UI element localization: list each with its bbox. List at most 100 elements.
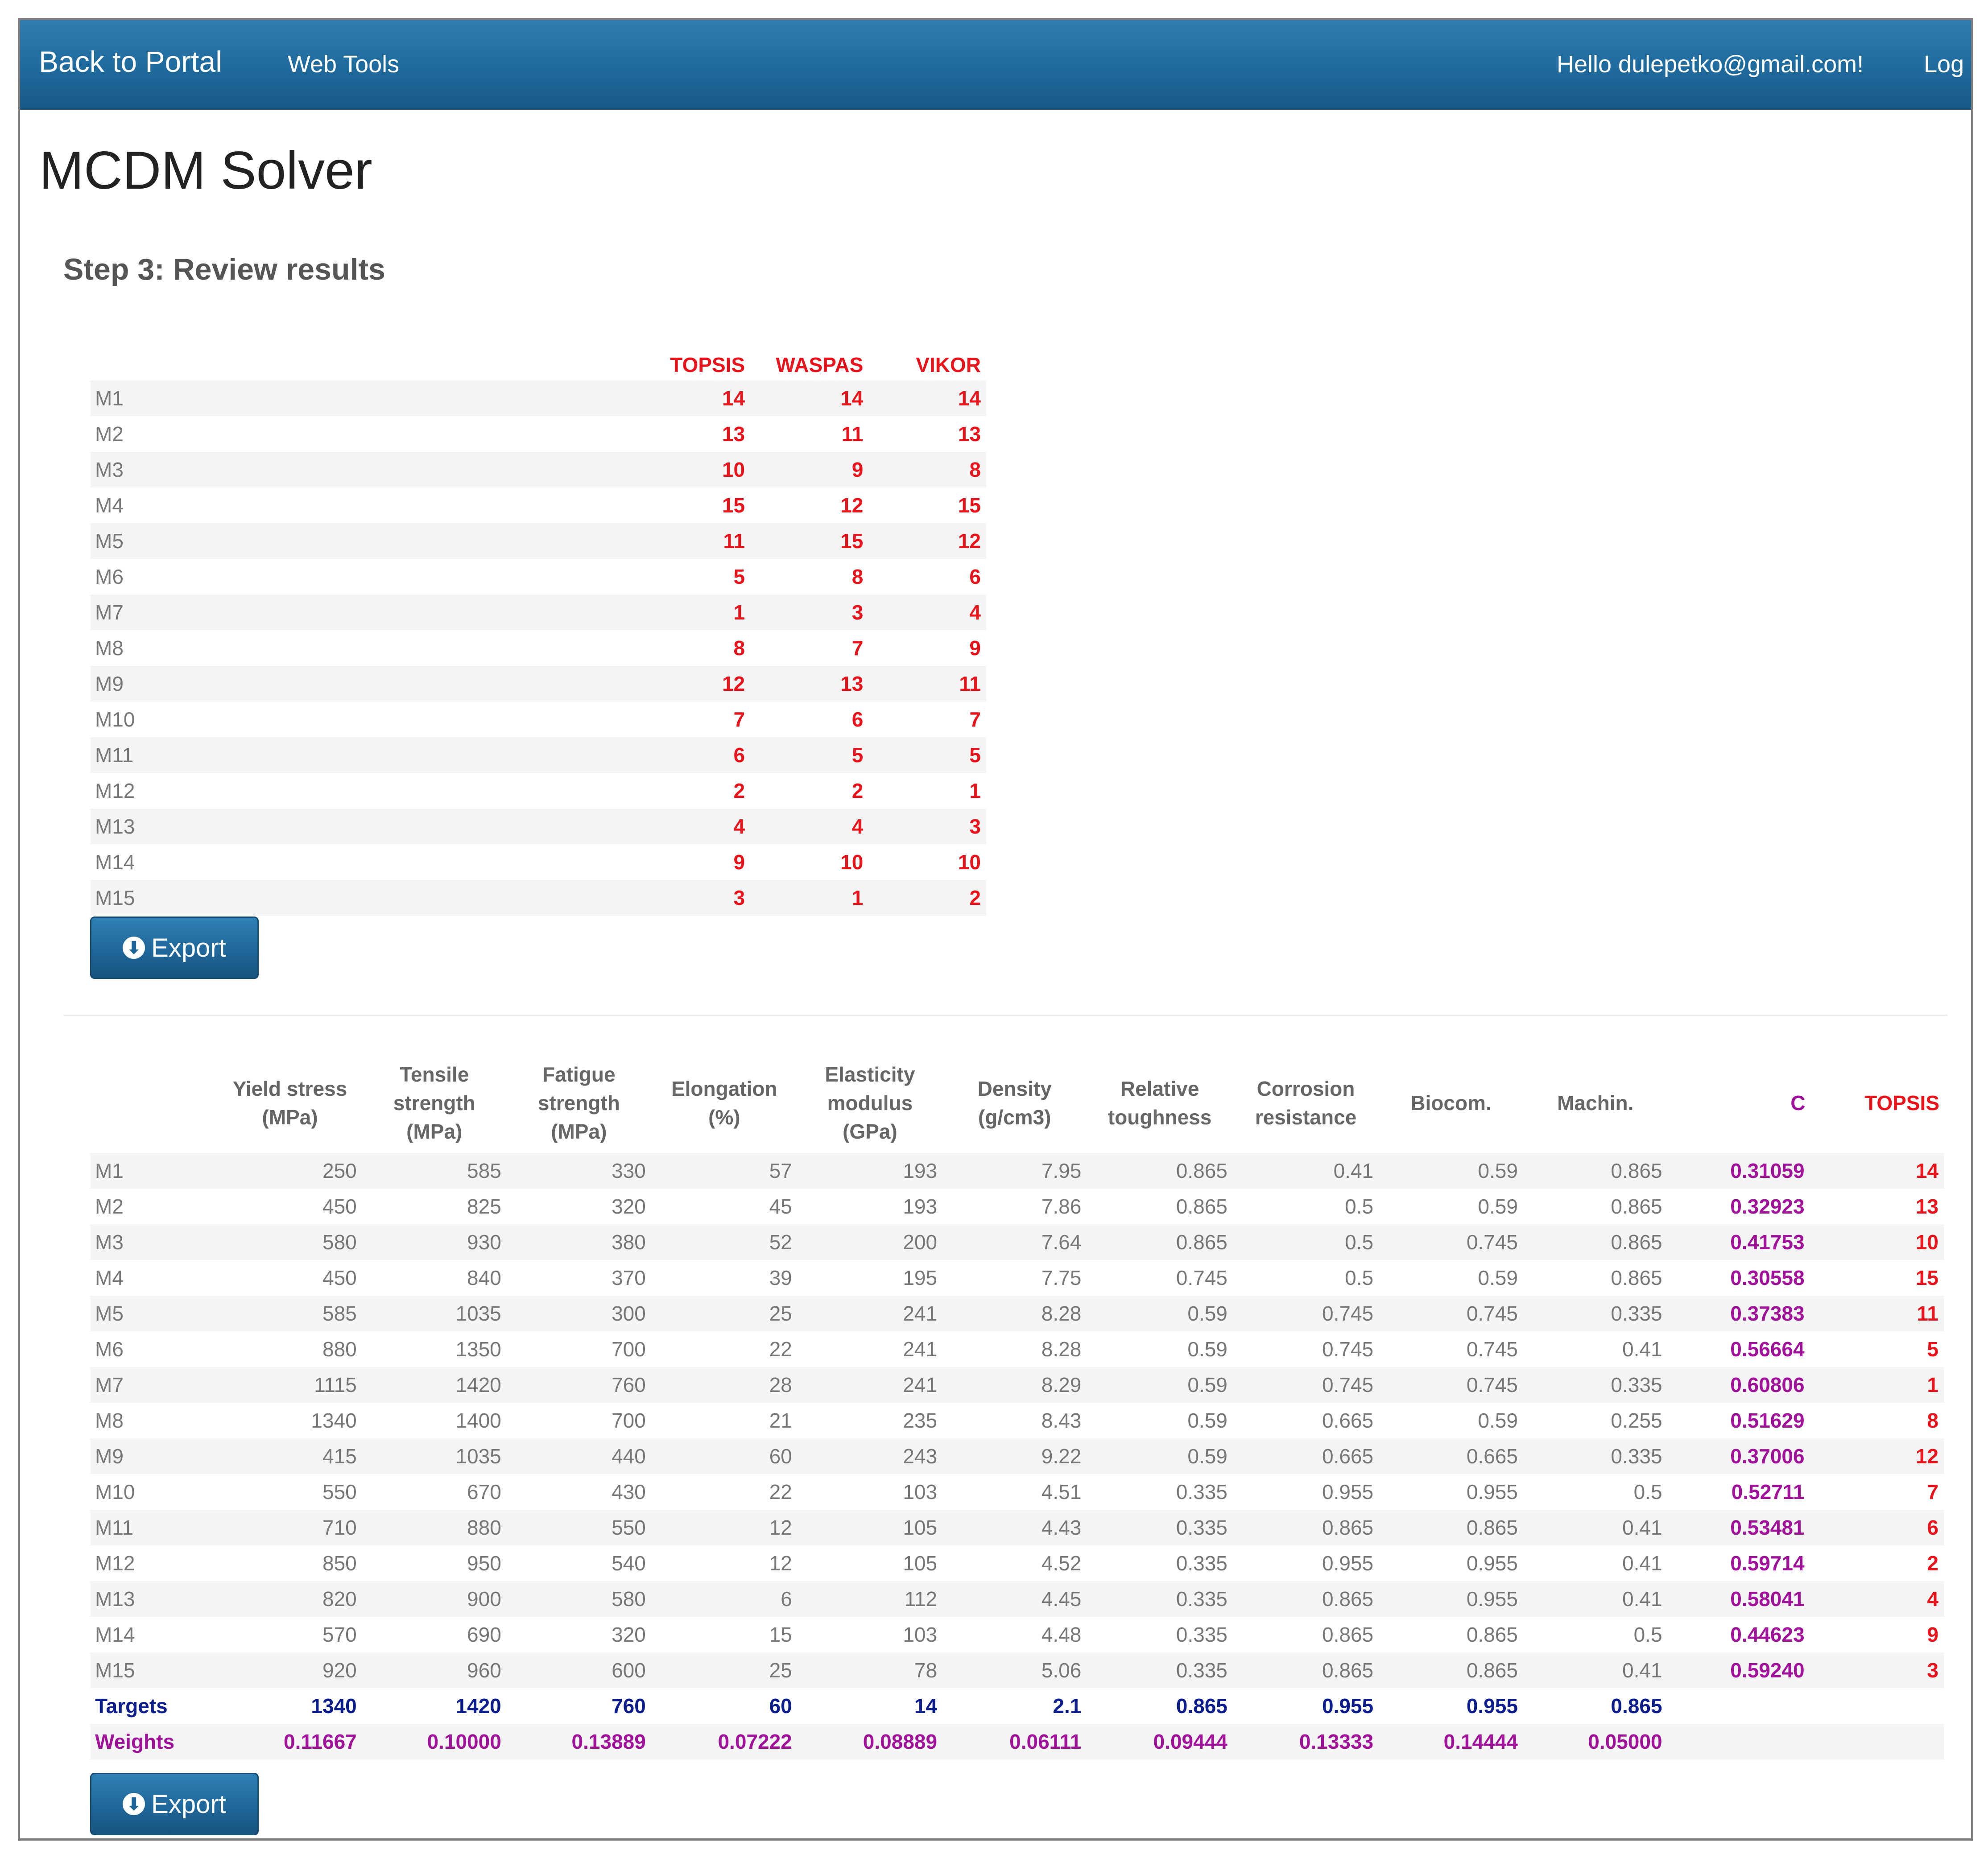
rank-material-label: M9 <box>95 672 124 695</box>
criteria-value-cell: 880 <box>467 1516 501 1539</box>
criteria-value-cell: 0.955 <box>1322 1552 1374 1575</box>
criteria-value-cell: 57 <box>769 1159 792 1182</box>
criteria-header-biocom: Biocom. <box>1379 1053 1523 1153</box>
criteria-value-cell: 241 <box>903 1338 938 1361</box>
criteria-value-cell: 8.29 <box>1041 1373 1082 1396</box>
criteria-value-cell: 0.41 <box>1622 1587 1662 1610</box>
export-ranks-button[interactable]: ⬇ Export <box>90 917 259 979</box>
criteria-value-cell: 0.955 <box>1466 1480 1518 1503</box>
criteria-value-cell: 0.865 <box>1322 1516 1374 1539</box>
criteria-value-cell: 0.665 <box>1322 1445 1374 1468</box>
criteria-value-cell: 0.41 <box>1333 1159 1374 1182</box>
criteria-value-cell: 0.865 <box>1611 1230 1662 1254</box>
targets-value-cell: 2.1 <box>1053 1694 1082 1718</box>
criteria-value-cell: 330 <box>612 1159 646 1182</box>
criteria-header-line: strength <box>393 1091 475 1115</box>
weights-value-cell: 0.13889 <box>571 1730 646 1753</box>
criteria-value-cell: 8.43 <box>1041 1409 1082 1432</box>
rank-vikor-value: 3 <box>969 815 981 838</box>
rank-row: M10 7 6 7 <box>91 702 986 737</box>
criteria-header-line: Machin. <box>1557 1091 1634 1115</box>
criteria-value-cell: 370 <box>612 1266 646 1289</box>
criteria-value-cell: 0.335 <box>1176 1480 1228 1503</box>
logoff-link[interactable]: Log <box>1924 51 1964 78</box>
rank-topsis-value: 7 <box>733 708 745 731</box>
rank-waspas-value: 5 <box>851 743 864 767</box>
rank-row: M11 6 5 5 <box>91 737 986 773</box>
criteria-value-cell: 900 <box>467 1587 501 1610</box>
criteria-value-cell: 0.41 <box>1622 1516 1662 1539</box>
back-to-portal-link[interactable]: Back to Portal <box>39 45 222 78</box>
criteria-row: M5 585 1035 300 25 241 8.28 0.59 0.745 0.745 0.335… <box>91 1296 1944 1331</box>
criteria-value-cell: 930 <box>467 1230 501 1254</box>
criteria-value-cell: 0.745 <box>1322 1302 1374 1325</box>
criteria-value-cell: 22 <box>769 1480 792 1503</box>
criteria-row: M11 710 880 550 12 105 4.43 0.335 0.865 0.865 0.41… <box>91 1510 1944 1545</box>
criteria-value-cell: 6 <box>781 1587 792 1610</box>
nav-web-tools-link[interactable]: Web Tools <box>288 51 400 78</box>
export-ranks-label: Export <box>151 933 226 962</box>
rank-waspas-value: 10 <box>840 851 864 874</box>
ranks-header-blank <box>91 340 632 380</box>
rank-vikor-value: 12 <box>958 529 981 553</box>
criteria-value-cell: 52 <box>769 1230 792 1254</box>
rank-row: M7 1 3 4 <box>91 595 986 630</box>
targets-value-cell: 1340 <box>311 1694 357 1718</box>
criteria-value-cell: 1115 <box>314 1373 357 1396</box>
user-greeting-link[interactable]: Hello dulepetko@gmail.com! <box>1557 51 1864 78</box>
criteria-value-cell: 0.865 <box>1611 1195 1662 1218</box>
topsis-rank-value: 4 <box>1927 1587 1938 1610</box>
rank-waspas-value: 2 <box>851 779 864 802</box>
rank-waspas-value: 13 <box>840 672 864 695</box>
criteria-header-line: Fatigue <box>542 1062 616 1086</box>
download-circle-icon: ⬇ <box>123 937 145 959</box>
criteria-material-label: M11 <box>95 1516 134 1539</box>
criteria-value-cell: 700 <box>612 1409 646 1432</box>
rank-material-label: M5 <box>95 529 124 553</box>
rank-waspas-value: 1 <box>851 886 864 909</box>
criteria-header-line: Tensile <box>400 1062 469 1086</box>
criteria-value-cell: 8.28 <box>1041 1338 1082 1361</box>
criteria-value-cell: 0.41 <box>1622 1338 1662 1361</box>
closeness-c-value: 0.59240 <box>1730 1659 1805 1682</box>
criteria-value-cell: 195 <box>903 1266 938 1289</box>
rank-topsis-value: 10 <box>722 458 745 481</box>
criteria-value-cell: 0.59 <box>1187 1373 1228 1396</box>
criteria-material-label: M6 <box>95 1338 124 1361</box>
weights-value-cell: 0.11667 <box>284 1730 357 1753</box>
criteria-value-cell: 700 <box>612 1338 646 1361</box>
criteria-header-fatigue: Fatigue strength (MPa) <box>507 1053 651 1153</box>
criteria-value-cell: 0.745 <box>1322 1338 1374 1361</box>
export-criteria-button[interactable]: ⬇ Export <box>90 1773 259 1835</box>
criteria-value-cell: 820 <box>322 1587 357 1610</box>
criteria-value-cell: 0.335 <box>1176 1552 1228 1575</box>
rank-topsis-value: 8 <box>733 636 745 660</box>
targets-value-cell: 760 <box>612 1694 646 1718</box>
closeness-c-value: 0.30558 <box>1730 1266 1805 1289</box>
criteria-value-cell: 4.52 <box>1041 1552 1082 1575</box>
criteria-value-cell: 0.865 <box>1611 1266 1662 1289</box>
criteria-value-cell: 0.745 <box>1322 1373 1374 1396</box>
criteria-value-cell: 0.335 <box>1611 1302 1662 1325</box>
criteria-value-cell: 4.51 <box>1041 1480 1082 1503</box>
criteria-value-cell: 0.5 <box>1633 1480 1662 1503</box>
criteria-value-cell: 320 <box>612 1195 646 1218</box>
criteria-value-cell: 0.5 <box>1345 1195 1374 1218</box>
ranks-table-body: M1 14 14 14 M2 13 11 13 M3 10 9 8 M4 15 12 15 M5 11 15 12 M6… <box>91 380 986 916</box>
rank-vikor-value: 4 <box>969 601 981 624</box>
criteria-header-elastic: Elasticity modulus (GPa) <box>798 1053 942 1153</box>
criteria-material-label: M8 <box>95 1409 124 1432</box>
criteria-value-cell: 0.59 <box>1478 1159 1518 1182</box>
criteria-value-cell: 45 <box>769 1195 792 1218</box>
rank-vikor-value: 11 <box>959 672 981 695</box>
rank-topsis-value: 5 <box>733 565 745 588</box>
rank-vikor-value: 7 <box>969 708 981 731</box>
closeness-c-value: 0.31059 <box>1730 1159 1805 1182</box>
criteria-header-line: (MPa) <box>406 1119 463 1143</box>
weights-row: Weights 0.11667 0.10000 0.13889 0.07222 0.088… <box>91 1724 1944 1759</box>
criteria-value-cell: 540 <box>612 1552 646 1575</box>
closeness-c-value: 0.51629 <box>1730 1409 1805 1432</box>
rank-waspas-value: 8 <box>851 565 864 588</box>
criteria-header-blank <box>91 1053 218 1153</box>
ranks-header-vikor: VIKOR <box>916 353 981 376</box>
